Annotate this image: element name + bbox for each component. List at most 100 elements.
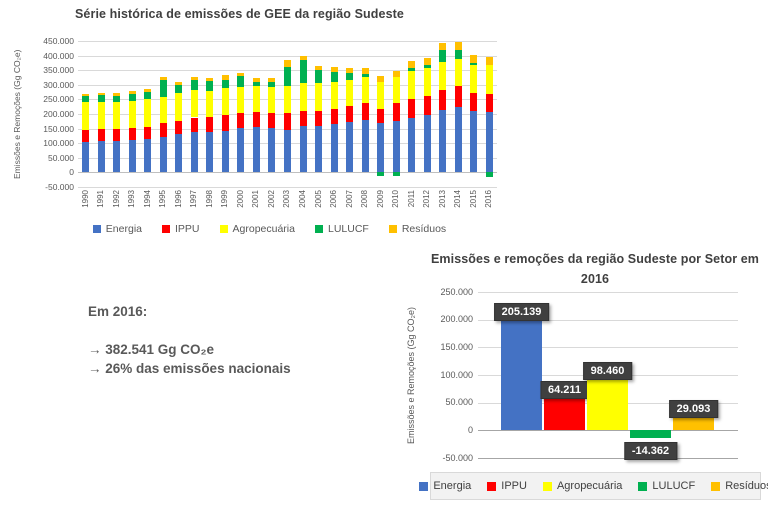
- bar-segment-2004-ippu: [299, 111, 307, 127]
- legend-label: LULUCF: [327, 223, 369, 235]
- legend-swatch: [219, 225, 228, 233]
- legend-item-lulucf: LULUCF: [638, 480, 695, 492]
- x-tick-text: 2006: [329, 190, 339, 208]
- bar-segment-2013-ippu: [439, 89, 447, 110]
- bar-segment-2014-resíduos: [454, 42, 462, 51]
- bar-segment-2000-energia: [237, 128, 245, 173]
- bar-segment-1994-energia: [144, 139, 152, 173]
- bar-segment-2015-lulucf: [470, 63, 478, 65]
- y-tick-label: 250.000: [440, 286, 473, 297]
- bar-segment-2014-lulucf: [454, 50, 462, 59]
- y-tick-label: 150.000: [440, 341, 473, 352]
- bar-segment-1991-lulucf: [97, 95, 105, 102]
- gridline: [78, 41, 497, 42]
- x-tick-text: 1994: [142, 190, 152, 208]
- bar-segment-1997-energia: [190, 131, 198, 173]
- bar-segment-2009-agropecuária: [377, 81, 385, 109]
- bar-value-label-ippu: 64.211: [539, 380, 590, 399]
- y-tick-label: 100.000: [440, 369, 473, 380]
- bar-segment-2013-agropecuária: [439, 62, 447, 90]
- top-chart-plot-area: [78, 41, 497, 188]
- bar-segment-2005-energia: [315, 125, 323, 173]
- bar-segment-1995-resíduos: [159, 76, 167, 80]
- bar-segment-2005-ippu: [315, 111, 323, 126]
- x-tick-text: 1998: [204, 190, 214, 208]
- bar-segment-2002-ippu: [268, 112, 276, 128]
- bar-segment-2004-agropecuária: [299, 83, 307, 112]
- summary-callout: Em 2016: → 382.541 Gg CO₂e → 26% das emi…: [88, 304, 291, 376]
- bar-segment-2006-energia: [330, 124, 338, 173]
- x-tick-label-2012: 2012: [419, 190, 435, 216]
- bar-segment-2000-resíduos: [237, 73, 245, 77]
- x-tick-text: 2003: [282, 190, 292, 208]
- bar-value-label-lulucf: -14.362: [623, 442, 678, 461]
- x-tick-label-2013: 2013: [435, 190, 451, 216]
- bar-segment-2006-resíduos: [330, 67, 338, 72]
- x-tick-label-2002: 2002: [264, 190, 280, 216]
- bar-segment-2003-agropecuária: [284, 85, 291, 114]
- bar-segment-1999-energia: [221, 130, 229, 173]
- bar-segment-1991-agropecuária: [97, 101, 105, 129]
- bar-segment-2002-lulucf: [268, 81, 276, 87]
- legend-label: LULUCF: [652, 480, 696, 492]
- bar-segment-2003-ippu: [284, 113, 291, 130]
- bar-segment-2007-lulucf: [346, 72, 354, 80]
- x-tick-label-2005: 2005: [311, 190, 327, 216]
- callout-heading: Em 2016:: [88, 304, 148, 319]
- bar-segment-1999-resíduos: [221, 75, 229, 80]
- y-tick-label: 250.000: [43, 94, 74, 105]
- bar-segment-2003-energia: [284, 129, 291, 173]
- gridline: [478, 430, 738, 432]
- bar-segment-2001-ippu: [252, 111, 260, 128]
- y-tick-label: 450.000: [43, 36, 74, 46]
- top-chart-title: Série histórica de emissões de GEE da re…: [75, 7, 404, 21]
- x-tick-text: 1997: [189, 190, 199, 208]
- bar-segment-1998-energia: [206, 132, 214, 173]
- x-tick-label-2006: 2006: [326, 190, 342, 216]
- bar-segment-2009-resíduos: [377, 76, 385, 82]
- legend-item-agropecuária: Agropecuária: [542, 480, 622, 492]
- bar-segment-1996-lulucf: [175, 84, 183, 93]
- top-chart-legend: Energia IPPU Agropecuária LULUCF Resíduos: [60, 223, 479, 235]
- bar-segment-1994-resíduos: [144, 88, 152, 92]
- bar-segment-2000-lulucf: [237, 76, 245, 88]
- x-tick-label-1996: 1996: [171, 190, 187, 216]
- bar-segment-1992-resíduos: [113, 92, 121, 96]
- bar-segment-2003-lulucf: [284, 66, 291, 86]
- y-tick-label: 50.000: [48, 152, 74, 163]
- bar-segment-2016-agropecuária: [485, 64, 493, 94]
- bar-segment-2013-lulucf: [439, 50, 447, 63]
- bar-segment-1998-ippu: [206, 116, 214, 133]
- bar-segment-2004-lulucf: [299, 59, 307, 84]
- legend-swatch: [487, 481, 497, 491]
- bar-segment-1993-ippu: [128, 128, 136, 141]
- bar-segment-2013-energia: [439, 109, 447, 173]
- bar-ippu: [544, 394, 585, 431]
- gridline: [478, 458, 738, 459]
- bar-segment-2008-energia: [361, 120, 369, 173]
- x-tick-label-2004: 2004: [295, 190, 311, 216]
- bar-segment-2015-resíduos: [470, 55, 478, 64]
- legend-item-resíduos: Resíduos: [711, 480, 768, 492]
- x-tick-text: 2005: [313, 190, 323, 208]
- legend-label: IPPU: [175, 223, 200, 235]
- bar-segment-2012-lulucf: [423, 64, 431, 69]
- bar-segment-2010-ippu: [392, 103, 400, 122]
- bar-segment-2000-agropecuária: [237, 87, 245, 113]
- bar-segment-2005-lulucf: [315, 70, 323, 84]
- bar-segment-1990-lulucf: [82, 96, 90, 103]
- legend-item-ippu: IPPU: [162, 223, 200, 235]
- x-tick-text: 2014: [453, 190, 463, 208]
- bar-segment-1991-ippu: [97, 128, 105, 142]
- bar-segment-2011-resíduos: [408, 61, 416, 68]
- bar-segment-2010-energia: [392, 121, 400, 173]
- bar-segment-1994-agropecuária: [144, 98, 152, 127]
- legend-item-agropecuária: Agropecuária: [219, 223, 295, 235]
- bar-segment-2011-agropecuária: [408, 70, 416, 99]
- bar-segment-1998-resíduos: [206, 77, 214, 81]
- bar-segment-2014-energia: [454, 106, 462, 173]
- legend-item-lulucf: LULUCF: [314, 223, 369, 235]
- bar-lulucf: [630, 430, 671, 439]
- gridline: [478, 319, 738, 321]
- gridline: [78, 172, 497, 174]
